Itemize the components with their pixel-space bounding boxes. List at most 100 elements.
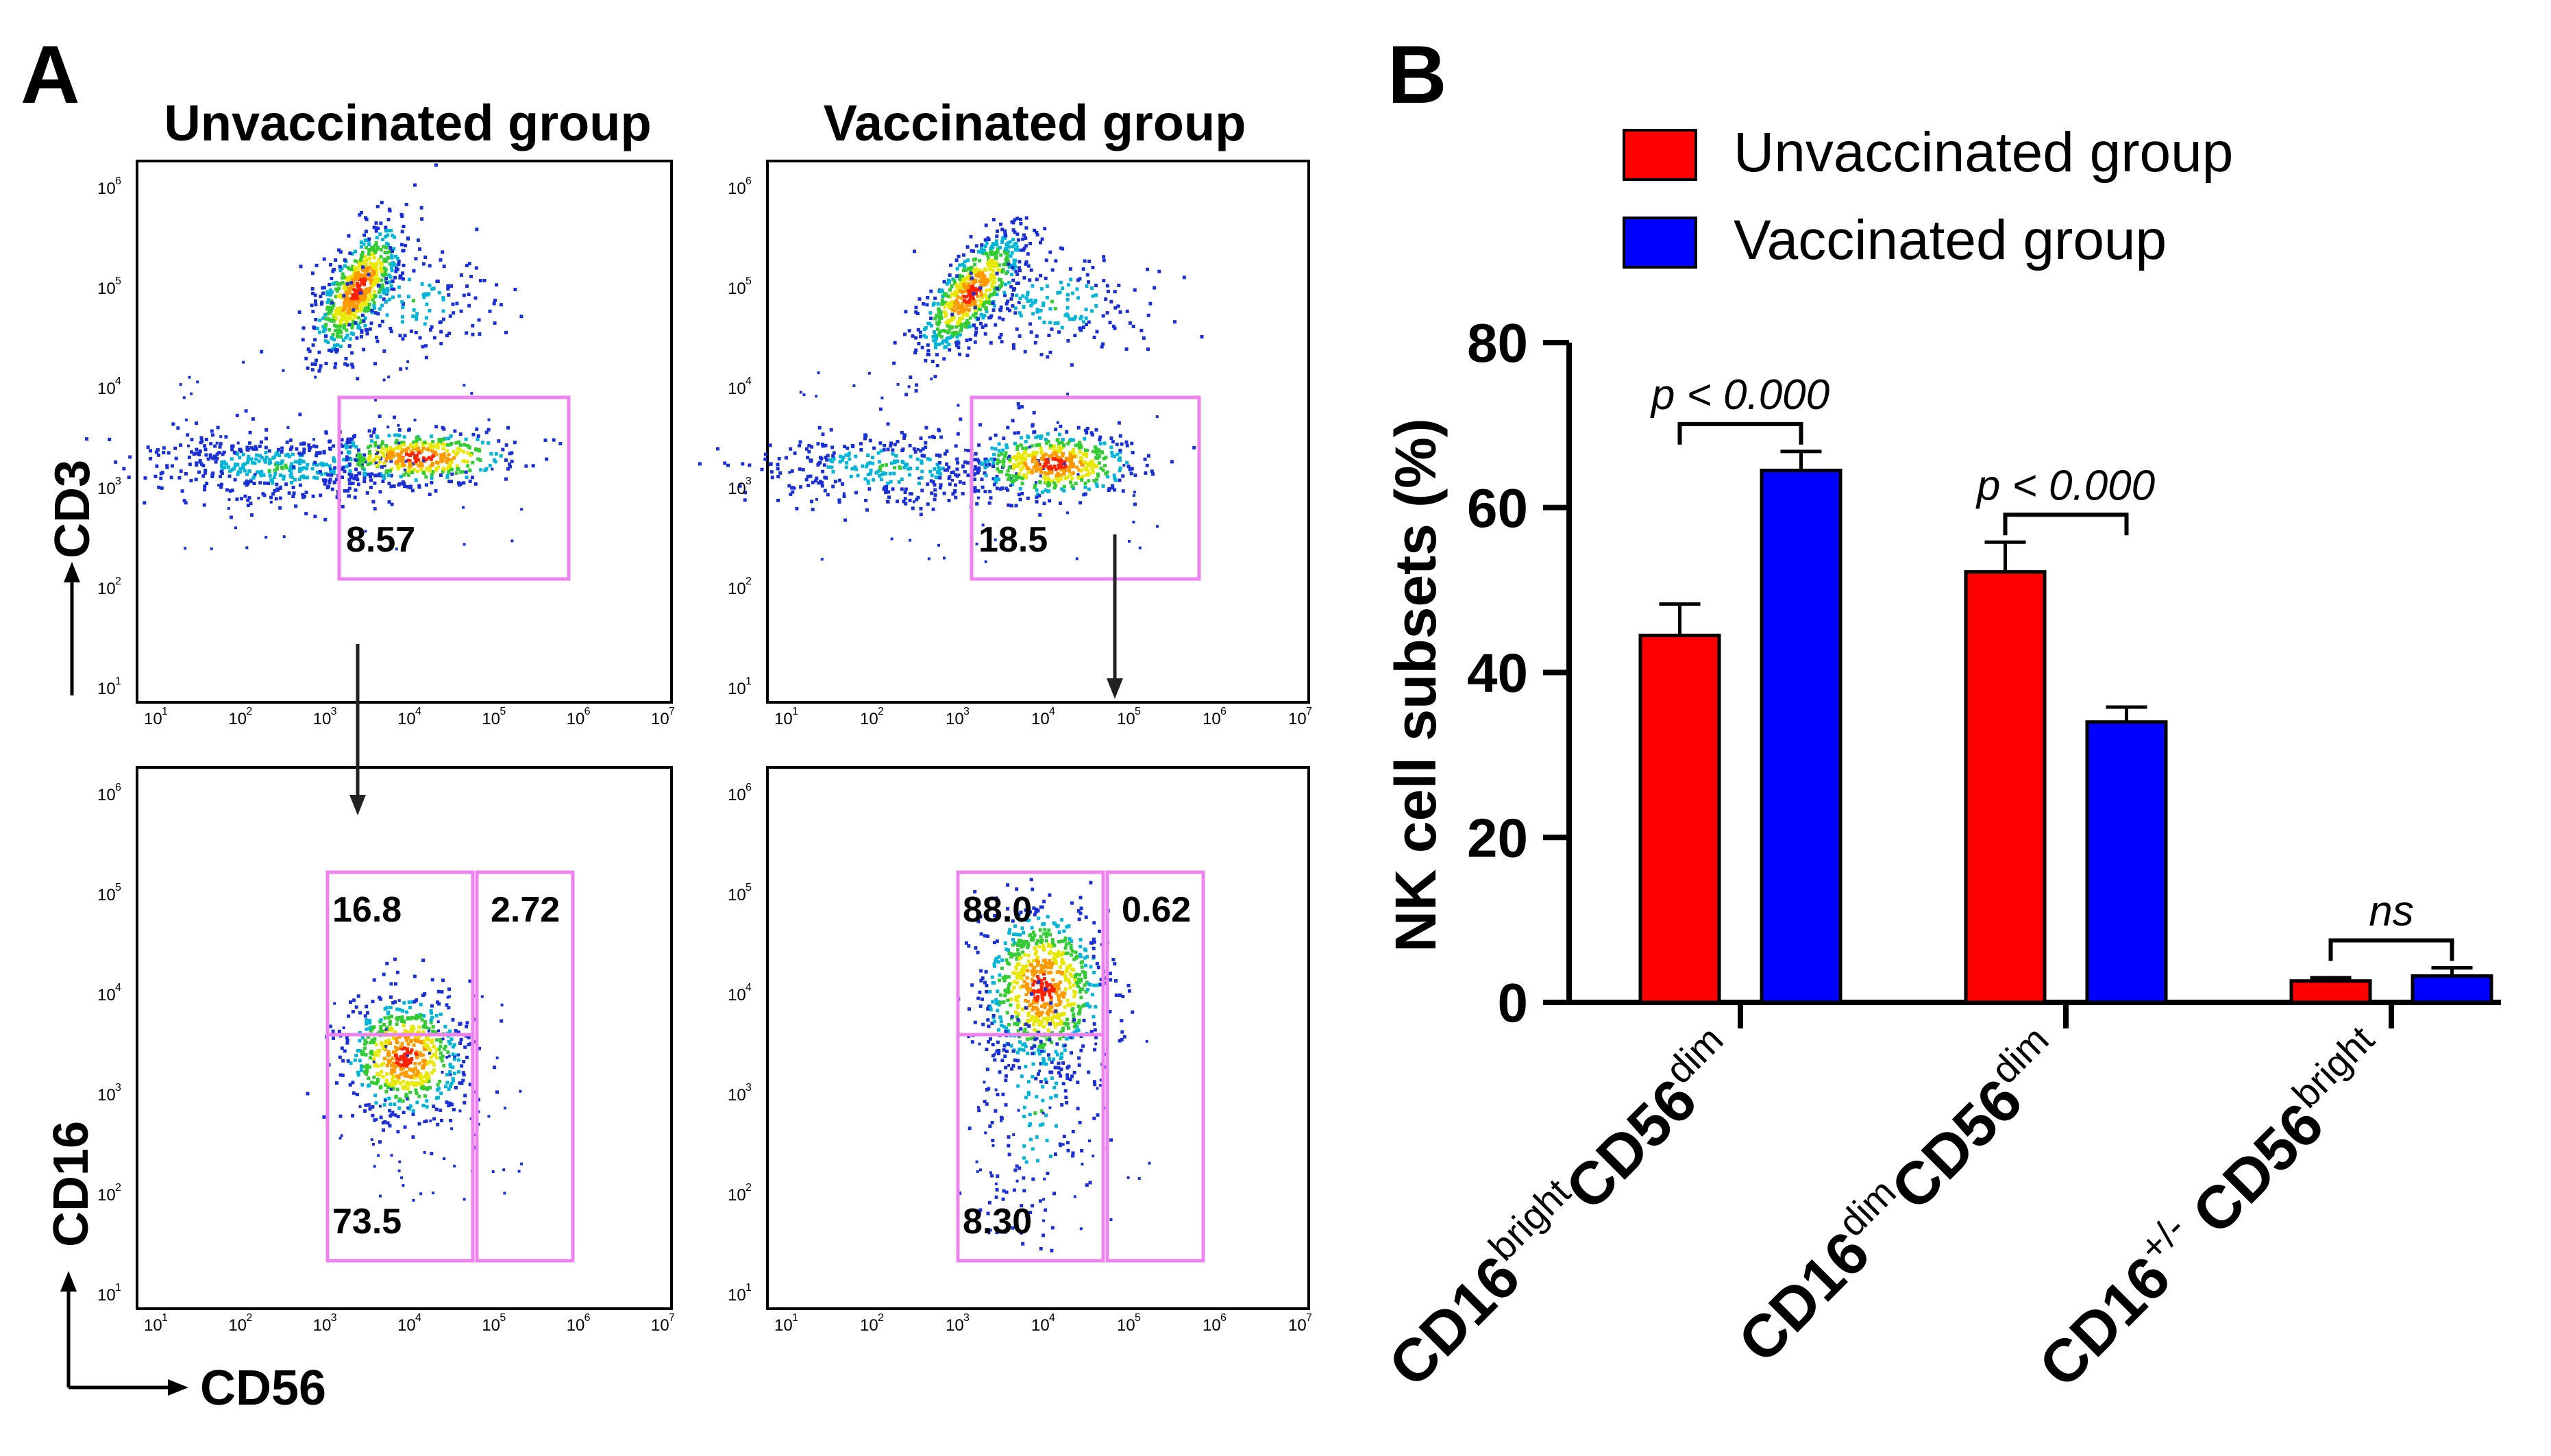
density-point xyxy=(991,477,996,481)
density-point xyxy=(1094,293,1098,297)
density-point xyxy=(382,1023,386,1026)
density-point xyxy=(356,271,359,275)
density-point xyxy=(324,317,328,321)
density-point xyxy=(1024,446,1028,450)
density-point xyxy=(991,461,996,465)
density-point xyxy=(1133,473,1137,478)
density-point xyxy=(351,481,355,485)
density-point xyxy=(241,463,245,467)
density-point xyxy=(1145,463,1149,467)
density-point xyxy=(1046,1016,1050,1020)
density-point xyxy=(1035,233,1039,237)
density-point xyxy=(282,477,286,481)
density-point xyxy=(373,481,377,485)
density-point xyxy=(983,980,987,985)
density-point xyxy=(974,292,978,296)
density-point xyxy=(346,315,350,319)
density-point xyxy=(476,438,480,441)
density-point xyxy=(837,478,841,482)
density-point xyxy=(1045,284,1049,288)
density-point xyxy=(798,443,802,447)
density-point xyxy=(227,498,231,502)
density-point xyxy=(1063,1089,1068,1093)
density-point xyxy=(445,334,449,338)
density-point xyxy=(284,453,288,457)
density-point xyxy=(465,1021,469,1025)
density-point xyxy=(1095,450,1099,454)
density-point xyxy=(1066,314,1070,318)
density-point xyxy=(195,461,199,465)
density-point xyxy=(968,1007,971,1011)
density-point xyxy=(832,451,836,455)
density-point xyxy=(1026,299,1030,303)
density-point xyxy=(1035,941,1039,946)
density-point xyxy=(1044,452,1048,456)
density-point xyxy=(1002,458,1006,462)
density-point xyxy=(1035,488,1039,492)
density-point xyxy=(1083,485,1087,489)
density-point xyxy=(1128,467,1132,471)
density-point xyxy=(1009,1044,1013,1048)
density-point xyxy=(387,273,391,277)
density-point xyxy=(1003,941,1007,945)
density-point xyxy=(1026,988,1031,992)
density-point xyxy=(374,461,378,465)
density-point xyxy=(269,478,273,482)
density-point xyxy=(341,444,345,448)
density-point xyxy=(439,1045,443,1049)
density-point xyxy=(962,280,966,284)
density-point xyxy=(406,295,410,299)
density-point xyxy=(387,1039,391,1042)
density-point xyxy=(1153,286,1157,290)
density-point xyxy=(317,350,321,354)
density-point xyxy=(1077,917,1081,922)
density-point xyxy=(1052,444,1056,448)
density-point xyxy=(1011,419,1015,423)
density-point xyxy=(421,1085,426,1089)
density-point xyxy=(985,241,989,245)
density-point xyxy=(457,1053,460,1057)
density-point xyxy=(429,1018,433,1022)
density-point xyxy=(402,301,405,306)
density-point xyxy=(475,427,479,431)
density-point xyxy=(994,1001,998,1005)
density-point xyxy=(1042,1002,1046,1006)
density-point xyxy=(156,448,160,452)
density-point xyxy=(169,476,173,480)
density-point xyxy=(252,482,256,485)
density-point xyxy=(351,274,355,278)
density-point xyxy=(390,1084,394,1088)
density-point xyxy=(344,356,348,360)
density-point xyxy=(816,442,820,446)
density-point xyxy=(397,423,400,427)
density-point xyxy=(997,442,1001,446)
density-point xyxy=(1083,466,1087,470)
density-point xyxy=(434,425,439,429)
density-point xyxy=(409,329,413,333)
density-point xyxy=(793,486,796,490)
density-point xyxy=(284,466,288,470)
density-point xyxy=(451,1017,455,1022)
density-point xyxy=(403,1085,407,1089)
density-point xyxy=(1043,227,1047,231)
density-point xyxy=(352,301,356,306)
density-point xyxy=(446,1050,450,1054)
density-point xyxy=(463,1045,467,1049)
density-point xyxy=(400,320,404,324)
density-point xyxy=(974,273,978,277)
density-point xyxy=(258,454,262,458)
density-point xyxy=(364,1103,368,1107)
density-point xyxy=(1032,1023,1036,1027)
density-point xyxy=(955,474,959,478)
density-point xyxy=(1007,948,1011,952)
density-point xyxy=(922,301,926,306)
density-point xyxy=(1048,482,1052,486)
density-point xyxy=(1080,478,1084,482)
density-point xyxy=(1050,984,1055,988)
density-point xyxy=(373,362,377,366)
density-point xyxy=(387,1015,391,1020)
density-point xyxy=(1083,973,1087,977)
density-point xyxy=(464,470,468,474)
density-point xyxy=(804,447,809,451)
density-point xyxy=(1094,447,1098,451)
